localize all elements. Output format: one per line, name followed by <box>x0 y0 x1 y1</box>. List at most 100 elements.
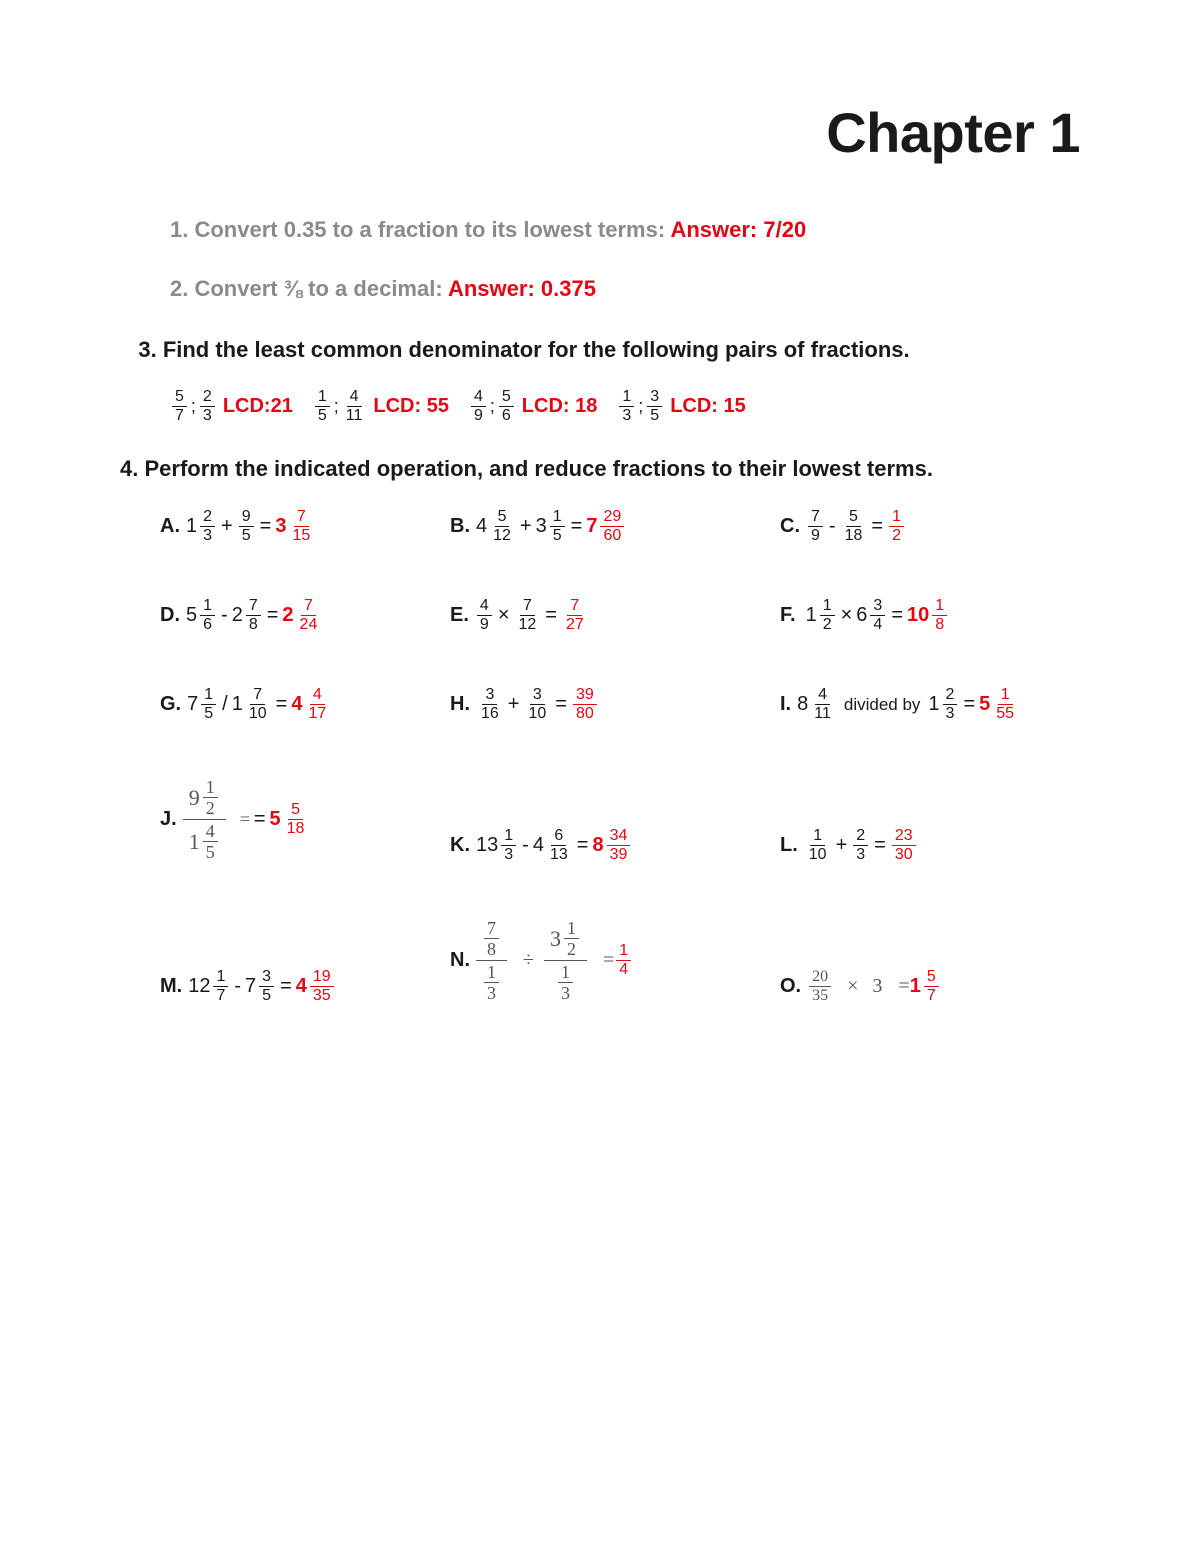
fraction: 13 <box>619 389 634 424</box>
fraction: 18 <box>932 598 947 633</box>
operation-cell: I.8411 divided by 123=5155 <box>780 687 1019 722</box>
operation-cell: A.123 + 95=3715 <box>160 509 450 544</box>
lcd-answer: LCD: 18 <box>522 395 598 418</box>
fraction: 715 <box>289 509 313 544</box>
fraction: 23 <box>200 389 215 424</box>
mixed-number: 123 <box>186 509 217 544</box>
operation-cell: G.715 / 1710=4417 <box>160 687 450 722</box>
q4-number: 4. <box>120 456 144 481</box>
q2-answer: Answer: 0.375 <box>448 276 596 301</box>
answer: 12 <box>887 509 906 544</box>
complex-fraction: 912 145 <box>183 776 226 863</box>
q3-number: 3. <box>138 337 162 362</box>
mixed-number: 312 <box>550 919 581 958</box>
fraction: 17 <box>213 969 228 1004</box>
item-label: I. <box>780 693 791 716</box>
q1-prompt: Convert 0.35 to a fraction to its lowest… <box>194 217 670 242</box>
mixed-number: 735 <box>245 969 276 1004</box>
lcd-answer: LCD: 55 <box>373 395 449 418</box>
fraction: 35 <box>647 389 662 424</box>
fraction: 78 <box>246 598 261 633</box>
answer: 157 <box>910 969 941 1004</box>
fraction: 13 <box>558 963 573 1002</box>
operation-cell: D.516 - 278=2724 <box>160 598 450 633</box>
fraction: 23 <box>943 687 958 722</box>
q3-prompt-b: of fractions. <box>784 337 910 362</box>
operation-row: D.516 - 278=2724E.49 × 712=727F.112 × 63… <box>160 598 1080 633</box>
fraction: 78 <box>484 919 499 958</box>
fraction: 15 <box>315 389 330 424</box>
answer: 727 <box>561 598 589 633</box>
mixed-number: 912 <box>189 778 220 817</box>
q3-prompt-a: Find the least common denominator for th… <box>163 337 784 362</box>
fraction: 23 <box>853 828 868 863</box>
answer: 5155 <box>979 687 1019 722</box>
answer: 3980 <box>571 687 599 722</box>
fraction: 710 <box>246 687 270 722</box>
mixed-number: 4613 <box>533 828 573 863</box>
answer: 5518 <box>270 802 310 837</box>
lcd-answer: LCD:21 <box>223 395 293 418</box>
complex-division: 7813 ÷ 31213 = <box>476 917 614 1004</box>
answer: 41935 <box>296 969 336 1004</box>
fraction: 316 <box>478 687 502 722</box>
item-label: G. <box>160 693 181 716</box>
item-label: M. <box>160 975 182 998</box>
item-label: J. <box>160 808 177 831</box>
operation-row: A.123 + 95=3715B.4512 + 315=72960C.79 - … <box>160 509 1080 544</box>
fraction: 2960 <box>600 509 624 544</box>
q2-prompt: Convert ⅜ to a decimal: <box>194 276 447 301</box>
fraction: 15 <box>201 687 216 722</box>
fraction: 12 <box>203 778 218 817</box>
fraction: 724 <box>297 598 321 633</box>
lcd-answer: LCD: 15 <box>670 395 746 418</box>
fraction: 310 <box>525 687 549 722</box>
item-label: B. <box>450 515 470 538</box>
question-4-header: 4. Perform the indicated operation, and … <box>120 454 1080 485</box>
fraction: 12 <box>564 919 579 958</box>
question-2: 2. Convert ⅜ to a decimal: Answer: 0.375 <box>120 274 1080 305</box>
mixed-number: 516 <box>186 598 217 633</box>
answer: 3715 <box>275 509 315 544</box>
operation-cell: H.316 + 310=3980 <box>450 687 780 722</box>
operation-cell: C.79 - 518=12 <box>780 509 906 544</box>
item-label: K. <box>450 834 470 857</box>
mixed-number: 278 <box>232 598 263 633</box>
operation-cell: L.110 + 23=2330 <box>780 828 918 863</box>
lcd-row: 57;23LCD:2115;411LCD: 5549;56LCD: 1813;3… <box>120 389 1080 424</box>
answer: 1018 <box>907 598 949 633</box>
operation-cell: O. 2035×3= 157 <box>780 969 941 1004</box>
mixed-number: 4512 <box>476 509 516 544</box>
mixed-number: 1217 <box>188 969 230 1004</box>
item-label: D. <box>160 604 180 627</box>
fraction: 13 <box>484 963 499 1002</box>
mixed-number: 1710 <box>232 687 272 722</box>
q2-number: 2. <box>170 276 188 301</box>
fraction: 79 <box>808 509 823 544</box>
operations-grid: A.123 + 95=3715B.4512 + 315=72960C.79 - … <box>120 509 1080 1004</box>
fraction: 23 <box>200 509 215 544</box>
fraction: 13 <box>501 828 516 863</box>
operation-row: M.1217 - 735=41935N. 7813 ÷ 31213 = 14O.… <box>160 917 1080 1004</box>
answer: 72960 <box>586 509 626 544</box>
operation-cell: F.112 × 634=1018 <box>780 598 949 633</box>
item-label: H. <box>450 693 470 716</box>
operation-cell: E.49 × 712=727 <box>450 598 780 633</box>
q1-answer: Answer: 7/20 <box>670 217 806 242</box>
item-label: E. <box>450 604 469 627</box>
operation-row: J. 912 145 == 5518K.1313 - 4613=83439L.1… <box>160 776 1080 863</box>
fraction: 411 <box>811 687 834 722</box>
fraction: 14 <box>616 943 631 978</box>
fraction: 110 <box>806 828 830 863</box>
fraction: 155 <box>993 687 1017 722</box>
mixed-number: 715 <box>187 687 218 722</box>
fraction: 2035 <box>809 969 831 1004</box>
fraction: 512 <box>490 509 514 544</box>
operation-cell: K.1313 - 4613=83439 <box>450 828 780 863</box>
operation-cell: B.4512 + 315=72960 <box>450 509 780 544</box>
answer: 4417 <box>291 687 331 722</box>
operation-row: G.715 / 1710=4417H.316 + 310=3980I.8411 … <box>160 687 1080 722</box>
fraction: 15 <box>550 509 565 544</box>
answer: 83439 <box>592 828 632 863</box>
fraction: 2330 <box>892 828 916 863</box>
